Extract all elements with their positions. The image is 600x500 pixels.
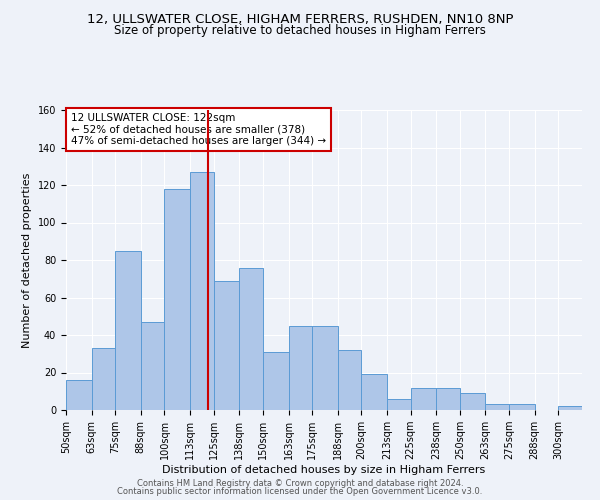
Bar bbox=[263, 352, 289, 410]
Bar bbox=[239, 268, 263, 410]
Bar bbox=[338, 350, 361, 410]
Text: Size of property relative to detached houses in Higham Ferrers: Size of property relative to detached ho… bbox=[114, 24, 486, 37]
Bar bbox=[387, 399, 410, 410]
Text: Contains HM Land Registry data © Crown copyright and database right 2024.: Contains HM Land Registry data © Crown c… bbox=[137, 478, 463, 488]
Text: 12, ULLSWATER CLOSE, HIGHAM FERRERS, RUSHDEN, NN10 8NP: 12, ULLSWATER CLOSE, HIGHAM FERRERS, RUS… bbox=[87, 12, 513, 26]
Text: 12 ULLSWATER CLOSE: 122sqm
← 52% of detached houses are smaller (378)
47% of sem: 12 ULLSWATER CLOSE: 122sqm ← 52% of deta… bbox=[71, 113, 326, 146]
Bar bbox=[141, 322, 164, 410]
Bar bbox=[485, 404, 509, 410]
Bar bbox=[92, 348, 115, 410]
X-axis label: Distribution of detached houses by size in Higham Ferrers: Distribution of detached houses by size … bbox=[163, 465, 485, 475]
Bar bbox=[436, 388, 460, 410]
Bar bbox=[214, 280, 239, 410]
Y-axis label: Number of detached properties: Number of detached properties bbox=[22, 172, 32, 348]
Text: Contains public sector information licensed under the Open Government Licence v3: Contains public sector information licen… bbox=[118, 487, 482, 496]
Bar bbox=[312, 326, 338, 410]
Bar bbox=[66, 380, 92, 410]
Bar bbox=[164, 188, 190, 410]
Bar bbox=[115, 250, 141, 410]
Bar bbox=[559, 406, 582, 410]
Bar bbox=[289, 326, 312, 410]
Bar bbox=[460, 393, 485, 410]
Bar bbox=[361, 374, 387, 410]
Bar bbox=[509, 404, 535, 410]
Bar bbox=[190, 172, 214, 410]
Bar bbox=[410, 388, 436, 410]
